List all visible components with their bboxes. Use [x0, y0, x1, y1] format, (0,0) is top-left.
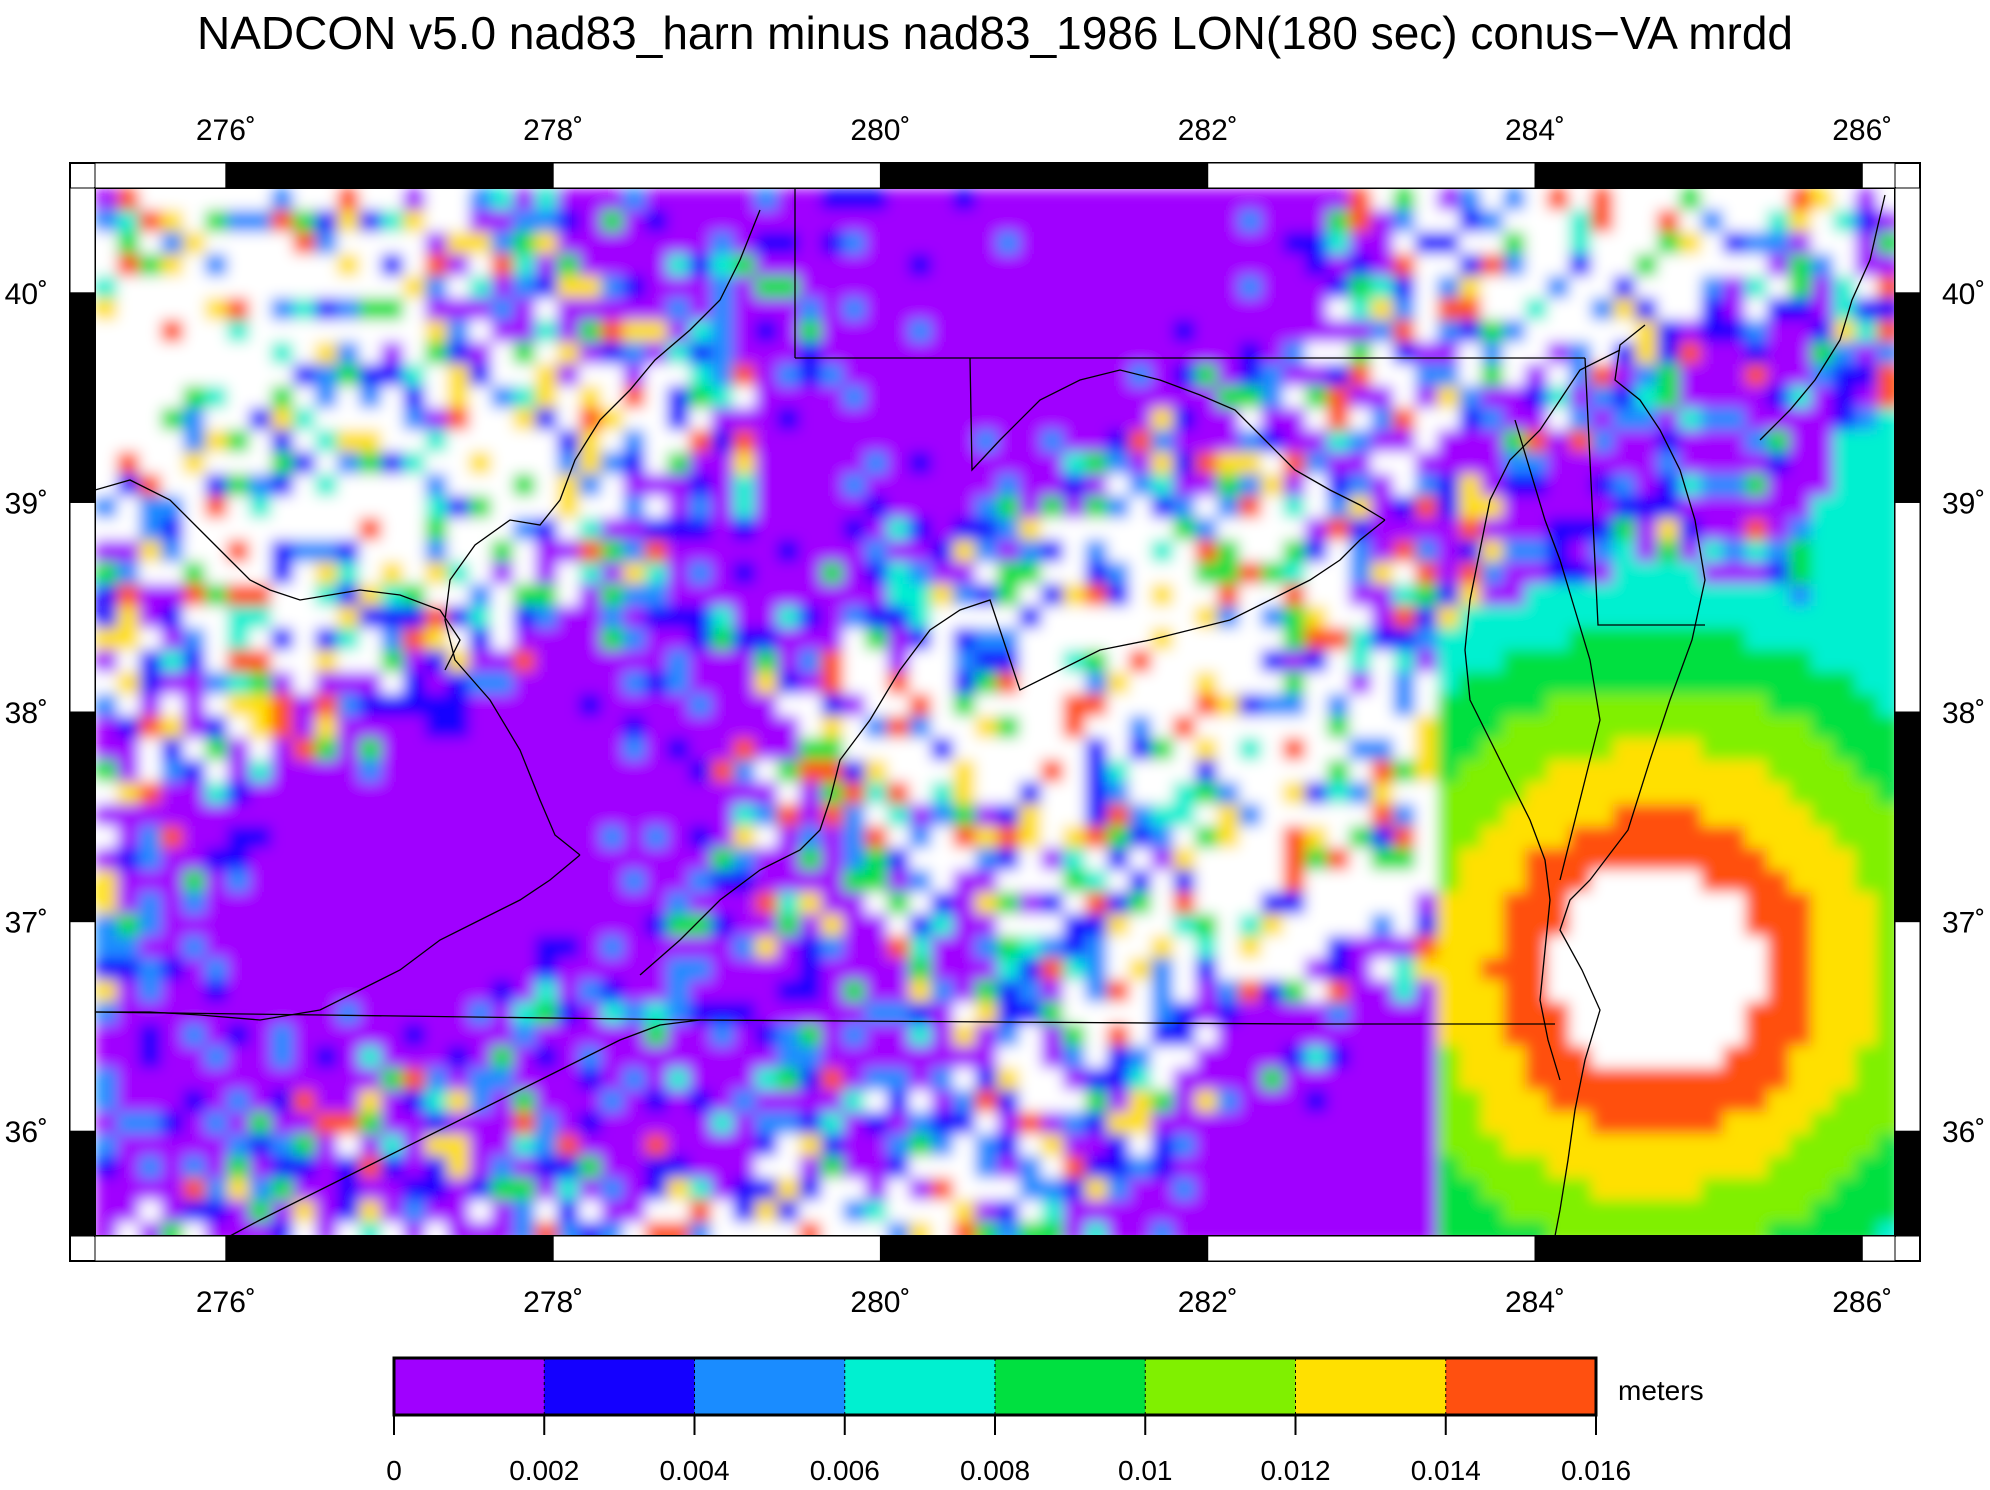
lon-tick-label: 278˚	[523, 114, 583, 147]
state-line-va-tn	[229, 1019, 701, 1236]
lon-tick-label: 284˚	[1505, 114, 1565, 147]
lon-tick-label: 276˚	[196, 114, 256, 147]
lon-tick-label: 286˚	[1832, 1286, 1892, 1319]
lat-tick-label: 39˚	[5, 487, 48, 520]
colorbar-tick-label: 0.008	[960, 1455, 1030, 1486]
colorbar-tick-label: 0.01	[1118, 1455, 1173, 1486]
state-line-wv-md	[969, 357, 1386, 521]
state-line-va-nc	[95, 1011, 1555, 1025]
bay-shoreline	[1464, 349, 1621, 1081]
colorbar-unit-label: meters	[1618, 1375, 1704, 1406]
coastline	[1554, 194, 1886, 1236]
lat-tick-label: 39˚	[1942, 487, 1985, 520]
colorbar: 0 0.002 0.004 0.006 0.008 0.01 0.012 0.014 0.016…	[386, 1356, 1704, 1486]
state-line-va-ky	[95, 854, 581, 1021]
tick-labels: 276˚ 276˚ 278˚ 278˚ 280˚ 280˚ 282˚ 282˚ 284˚ 284˚…	[5, 114, 1986, 1319]
colorbar-swatch	[995, 1358, 1146, 1415]
state-line-de-md	[1584, 357, 1705, 626]
colorbar-tick-label: 0	[386, 1455, 402, 1486]
lon-tick-label: 278˚	[523, 1286, 583, 1319]
colorbar-tick-label: 0.012	[1260, 1455, 1330, 1486]
lat-tick-label: 38˚	[5, 697, 48, 730]
lat-tick-label: 38˚	[1942, 697, 1985, 730]
colorbar-tick-label: 0.016	[1561, 1455, 1631, 1486]
lon-tick-label: 280˚	[850, 114, 910, 147]
lat-tick-label: 40˚	[5, 278, 48, 311]
lon-tick-label: 276˚	[196, 1286, 256, 1319]
colorbar-swatch	[544, 1358, 695, 1415]
state-line-oh-wv	[444, 209, 761, 856]
lat-tick-label: 40˚	[1942, 278, 1985, 311]
lon-tick-label: 286˚	[1832, 114, 1892, 147]
colorbar-swatch	[694, 1358, 846, 1415]
colorbar-swatch	[1445, 1358, 1597, 1415]
lat-tick-label: 37˚	[1942, 907, 1985, 940]
colorbar-tick-label: 0.004	[659, 1455, 729, 1486]
lon-tick-label: 282˚	[1178, 114, 1238, 147]
colorbar-tick-label: 0.002	[509, 1455, 579, 1486]
colorbar-swatch	[1295, 1358, 1447, 1415]
colorbar-swatch	[394, 1358, 545, 1415]
bay-shoreline-east	[1514, 419, 1601, 881]
state-boundaries	[95, 188, 1886, 1236]
state-line-va-wv	[639, 519, 1386, 976]
colorbar-swatch	[1145, 1358, 1296, 1415]
lat-tick-label: 36˚	[5, 1116, 48, 1149]
page-title: NADCON v5.0 nad83_harn minus nad83_1986 …	[196, 7, 1793, 59]
map-frame	[69, 162, 1921, 1262]
colorbar-swatch	[844, 1358, 996, 1415]
lon-tick-label: 284˚	[1505, 1286, 1565, 1319]
lon-tick-label: 282˚	[1178, 1286, 1238, 1319]
colorbar-tick-label: 0.006	[810, 1455, 880, 1486]
lat-tick-label: 37˚	[5, 907, 48, 940]
lat-tick-label: 36˚	[1942, 1116, 1985, 1149]
data-field	[95, 188, 1895, 1236]
lon-tick-label: 280˚	[850, 1286, 910, 1319]
state-line-ky-wv	[95, 479, 461, 671]
colorbar-tick-label: 0.014	[1411, 1455, 1481, 1486]
